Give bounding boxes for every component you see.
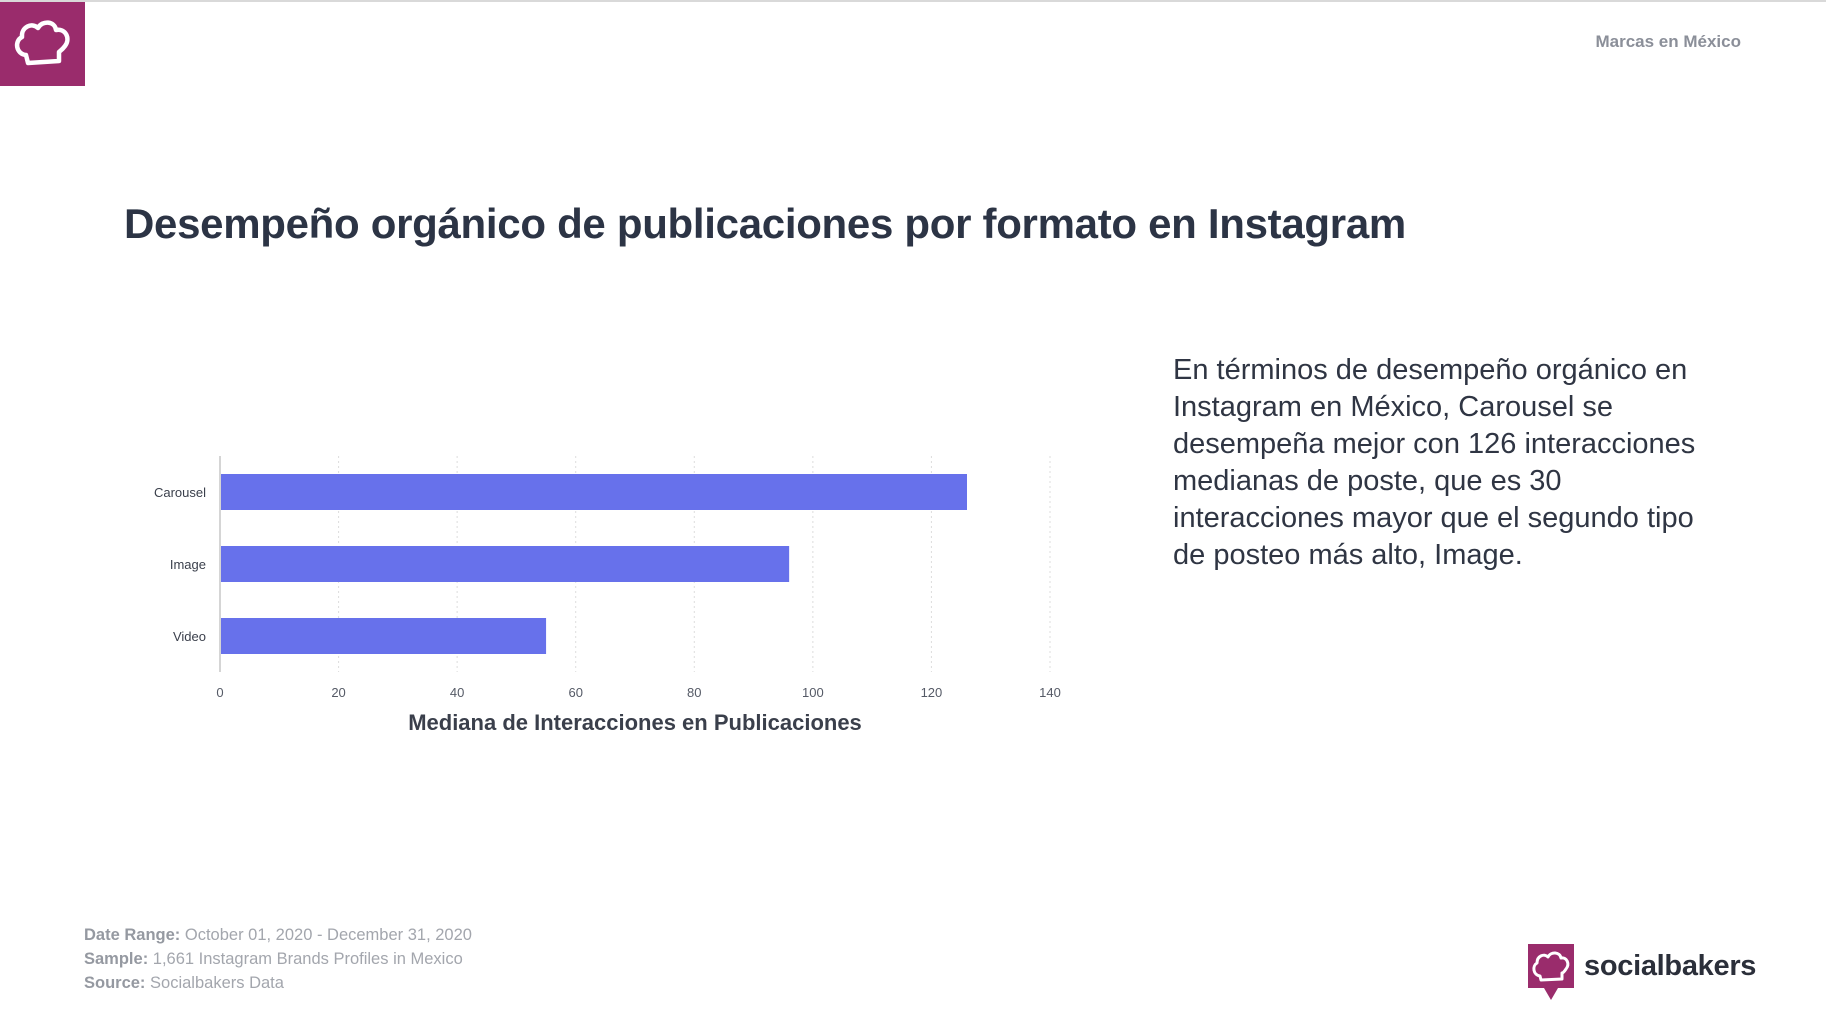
category-label: Image — [170, 557, 206, 572]
bar-image — [221, 546, 790, 582]
date-range-label: Date Range: — [84, 926, 181, 944]
category-label: Carousel — [154, 485, 206, 500]
x-tick-label: 100 — [802, 685, 824, 700]
date-range-value: October 01, 2020 - December 31, 2020 — [184, 926, 472, 944]
category-label: Video — [173, 629, 206, 644]
bar-chart: 0 20 40 60 80 100 120 140 Carousel Image Video Medi… — [154, 456, 1061, 735]
logo — [0, 2, 85, 86]
region-label: Marcas en México — [1595, 32, 1741, 51]
brand-name: socialbakers — [1584, 950, 1757, 982]
x-tick-label: 20 — [331, 685, 345, 700]
insight-text: En términos de desempeño orgánico en Ins… — [1173, 354, 1696, 571]
source-label: Source: — [84, 974, 146, 992]
x-axis-title: Mediana de Interacciones en Publicacione… — [408, 710, 862, 735]
x-tick-label: 140 — [1039, 685, 1061, 700]
x-tick-label: 60 — [568, 685, 582, 700]
page-title: Desempeño orgánico de publicaciones por … — [124, 200, 1406, 247]
date-range-line: Date Range: October 01, 2020 - December … — [84, 923, 472, 947]
source-value: Socialbakers Data — [150, 974, 284, 992]
bar-video — [221, 618, 547, 654]
x-tick-label: 40 — [450, 685, 464, 700]
sample-value: 1,661 Instagram Brands Profiles in Mexic… — [152, 950, 463, 968]
chef-hat-speech-icon — [1528, 944, 1574, 1000]
brand-logo: socialbakers — [1528, 944, 1756, 1002]
top-divider — [0, 0, 1826, 2]
x-tick-label: 80 — [687, 685, 701, 700]
sample-label: Sample: — [84, 950, 149, 968]
chef-hat-icon — [14, 20, 70, 66]
sample-line: Sample: 1,661 Instagram Brands Profiles … — [84, 947, 472, 971]
x-tick-label: 0 — [216, 685, 223, 700]
footer-notes: Date Range: October 01, 2020 - December … — [84, 923, 472, 995]
x-tick-label: 120 — [921, 685, 943, 700]
source-line: Source: Socialbakers Data — [84, 971, 472, 995]
bar-carousel — [221, 474, 967, 510]
